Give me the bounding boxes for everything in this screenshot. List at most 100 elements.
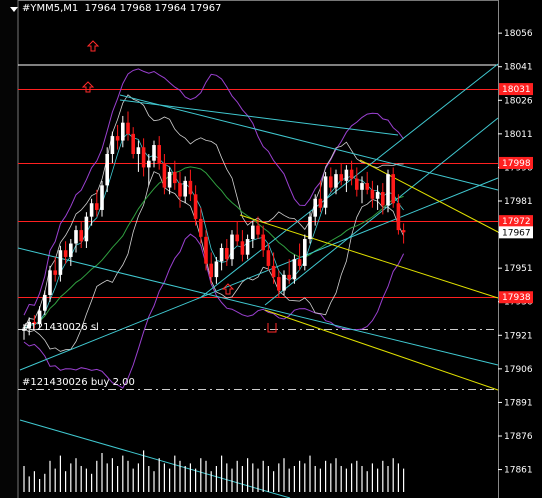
level-price-tag [499, 291, 533, 304]
candle-body [225, 248, 229, 260]
candle-body [313, 198, 317, 217]
candle-body [292, 259, 297, 280]
indicators [23, 68, 405, 389]
candle-body [136, 147, 141, 154]
symbol-title: #YMM5,M1 [22, 3, 79, 14]
candle-body [318, 198, 323, 208]
candle-body [95, 203, 99, 210]
candle-body [110, 136, 115, 154]
candle-body [43, 295, 47, 311]
candle-body [152, 145, 156, 161]
channel-cyan-rising-2 [264, 117, 499, 306]
channel-cyan-bottom [19, 419, 291, 498]
candle-body [147, 160, 151, 168]
candle-body [22, 328, 26, 331]
candle-body [349, 169, 354, 179]
candle-body [230, 234, 234, 260]
axis-tick-label: 17951 [504, 264, 533, 274]
channel-cyan-upper [119, 94, 499, 191]
axis-tick-label: 17981 [504, 197, 533, 207]
candle-body [334, 174, 338, 188]
candle-body [58, 250, 63, 275]
price-tag-label: 18031 [502, 85, 531, 95]
axis-tick-label: 17861 [504, 466, 533, 476]
axis-tick-label: 17876 [504, 432, 533, 442]
candle-body [167, 171, 172, 188]
candle-body [261, 234, 265, 251]
candle-body [344, 169, 349, 181]
candle-body [53, 270, 57, 275]
candle-body [240, 241, 245, 255]
level-price-tag [499, 83, 533, 96]
current-price-tag [499, 226, 533, 239]
order-sl-label: #121430026 sl [22, 322, 99, 333]
chart-title: #YMM5,M1 17964 17968 17964 17967 [22, 3, 221, 14]
candle-body [308, 216, 312, 240]
ohlc-values: 17964 17968 17964 17967 [84, 3, 222, 14]
candle-body [235, 234, 239, 242]
buy-arrow-icon [81, 81, 95, 93]
signal-arrows [81, 40, 277, 333]
candle-body [48, 270, 52, 295]
moving-average-line [23, 166, 404, 330]
axis-tick-label: 17921 [504, 331, 533, 341]
candle-body [79, 230, 83, 242]
left-window-strip [0, 0, 18, 498]
channel-cyan-upper-short [119, 99, 399, 136]
candle-body [391, 174, 395, 204]
axis-tick-label: 17906 [504, 365, 533, 375]
candle-body [256, 225, 260, 235]
candle-body [329, 176, 333, 188]
bollinger-lower-line [23, 171, 404, 352]
candle-body [141, 147, 146, 168]
candle-body [115, 136, 120, 141]
envelope-upper-line [23, 68, 405, 316]
candle-body [32, 321, 37, 325]
level-price-tag [499, 215, 533, 228]
candle-body [126, 122, 130, 134]
candle-body [105, 154, 109, 186]
candle-body [178, 183, 182, 197]
order-buy-label: #121430026 buy 2.00 [22, 377, 135, 388]
candle-body [69, 243, 73, 257]
candle-body [245, 239, 250, 255]
candle-body [282, 274, 286, 291]
candle-body [74, 230, 78, 244]
candle-body [204, 236, 208, 264]
channel-cyan-lower [17, 247, 499, 366]
candle-body [199, 218, 203, 237]
candle-body [370, 189, 375, 199]
channel-yellow-3 [264, 309, 499, 391]
candle-body [396, 203, 401, 231]
channel-cyan-rising-1 [199, 63, 499, 299]
candle-body [277, 277, 281, 291]
horizontal-levels [18, 64, 498, 390]
candle-body [173, 171, 177, 184]
price-axis: 1805618041180261801117996179811796717951… [498, 29, 533, 476]
candle-body [219, 248, 224, 262]
candle-body [193, 194, 198, 219]
axis-tick-label: 18056 [504, 29, 533, 39]
candle-body [84, 216, 89, 242]
candle-body [251, 225, 255, 240]
candle-body [401, 230, 406, 233]
candle-body [37, 310, 42, 325]
candle-body [131, 133, 135, 154]
level-price-tag [499, 156, 533, 169]
price-tag-label: 17938 [502, 293, 531, 303]
price-tag-label: 17967 [502, 228, 531, 238]
channel-cyan-rising-3 [19, 177, 499, 371]
buy-arrow-icon [86, 40, 100, 52]
candle-body [162, 162, 167, 188]
channel-yellow-1 [239, 214, 499, 299]
axis-tick-label: 18026 [504, 96, 533, 106]
candle-body [266, 250, 271, 266]
candle-body [214, 261, 219, 278]
trend-channels [17, 63, 499, 498]
bollinger-upper-line [23, 94, 404, 329]
axis-tick-label: 18011 [504, 130, 533, 140]
chart-menu-arrow-icon[interactable] [10, 7, 18, 12]
axis-tick-label: 17891 [504, 398, 533, 408]
